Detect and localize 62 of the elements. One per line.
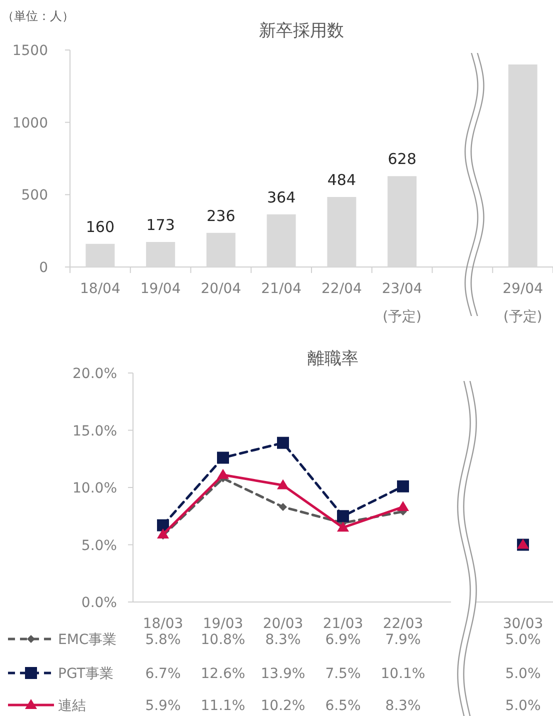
y-tick-label: 15.0% (72, 423, 117, 440)
x-tick-label: 21/03 (322, 616, 364, 632)
legend-label: PGT事業 (58, 666, 114, 682)
point (217, 452, 229, 464)
point (277, 436, 289, 449)
point (277, 479, 289, 490)
x-tick-label: 23/04 (予定) (382, 281, 422, 325)
point (397, 500, 409, 511)
data-label: 7.9% (385, 632, 421, 648)
point (337, 522, 349, 532)
data-label: 236 (206, 206, 236, 225)
y-tick-label: 5.0% (81, 538, 117, 554)
x-tick-label: 21/04 (261, 281, 302, 297)
data-label: 628 (388, 150, 416, 168)
point (337, 510, 349, 522)
x-tick-label: 18/03 (142, 616, 184, 632)
x-tick-label: 22/04 (322, 281, 362, 297)
y-tick-label: 1500 (12, 43, 48, 59)
x-tick-label: 22/03 (382, 616, 424, 632)
y-tick-label: 20.0% (72, 366, 117, 382)
y-tick-label: 1000 (12, 115, 48, 132)
x-tick-label: 19/03 (202, 616, 244, 632)
y-tick-label: 500 (21, 188, 48, 204)
x-tick-label: 20/03 (262, 616, 304, 632)
data-label: 173 (146, 216, 175, 234)
data-label: 5.8% (145, 632, 181, 648)
point (217, 468, 229, 479)
data-label: 7.5% (325, 666, 361, 682)
text: （単位：人） (2, 9, 74, 23)
point (279, 502, 287, 511)
data-label: 8.3% (265, 632, 301, 648)
x-tick-label: 30/03 (502, 616, 544, 632)
data-label: 10.1% (380, 666, 426, 682)
chart-title: 離職率 (308, 349, 358, 369)
data-label: 484 (327, 170, 356, 189)
chart-title: 新卒採用数 (259, 21, 344, 41)
data-label: 6.5% (325, 698, 361, 714)
data-label: 5.0% (505, 666, 541, 682)
data-label: 6.9% (325, 632, 361, 648)
x-tick-label: 20/04 (200, 281, 242, 297)
x-tick-label: 19/04 (140, 281, 181, 297)
data-label: 10.2% (260, 698, 306, 714)
x-tick-label: 18/04 (80, 281, 120, 297)
data-label: 12.6% (200, 666, 246, 682)
point (397, 480, 409, 492)
text: 5.0% (505, 632, 541, 648)
y-tick-label: 0.0% (81, 595, 117, 611)
data-label: 160 (86, 218, 115, 236)
data-label: 364 (266, 188, 296, 206)
y-tick-label: 0 (39, 260, 48, 276)
data-label: 6.7% (145, 666, 181, 682)
x-tick-label: 29/04 (予定) (502, 281, 544, 325)
data-label: 8.3% (385, 698, 421, 714)
legend-label: 連結 (58, 698, 86, 714)
data-label: 13.9% (260, 666, 306, 682)
data-label: 5.0% (505, 698, 541, 714)
data-label: 5.9% (145, 698, 181, 714)
data-label: 11.1% (200, 698, 246, 714)
y-tick-label: 10.0% (72, 480, 117, 496)
point (157, 528, 169, 538)
legend-label: EMC事業 (58, 632, 117, 648)
data-label: 10.8% (200, 632, 246, 648)
